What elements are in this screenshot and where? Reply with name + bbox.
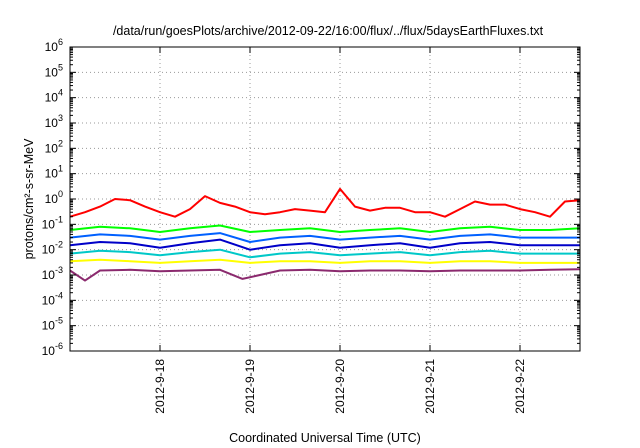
y-tick-label: 102 xyxy=(45,138,63,155)
y-tick-label: 10-3 xyxy=(42,265,63,282)
x-tick-label: 2012-9-22 xyxy=(513,359,527,414)
chart-title: /data/run/goesPlots/archive/2012-09-22/1… xyxy=(113,24,544,38)
y-tick-label: 10-2 xyxy=(42,240,63,257)
series-line-1 xyxy=(69,187,581,218)
series-line-6 xyxy=(69,258,580,264)
x-tick-label: 2012-9-18 xyxy=(153,359,167,414)
y-tick-label: 10-1 xyxy=(42,214,63,231)
y-axis-label: protons/cm²-s-sr-MeV xyxy=(22,138,36,260)
x-axis-label: Coordinated Universal Time (UTC) xyxy=(229,431,421,445)
y-tick-label: 101 xyxy=(45,164,63,181)
y-tick-label: 10-5 xyxy=(42,316,63,333)
y-tick-label: 106 xyxy=(45,37,63,54)
grid-layer xyxy=(70,47,580,351)
y-tick-label: 10-4 xyxy=(42,290,63,307)
y-tick-label: 104 xyxy=(45,88,63,105)
x-tick-label: 2012-9-19 xyxy=(243,359,257,414)
series-line-3 xyxy=(69,232,580,243)
y-tick-label: 100 xyxy=(45,189,63,206)
y-tick-label: 103 xyxy=(45,113,63,130)
series-line-7 xyxy=(69,268,581,282)
series-layer xyxy=(69,187,581,282)
y-tick-label: 105 xyxy=(45,62,63,79)
x-axis-ticks: 2012-9-18 2012-9-19 2012-9-20 2012-9-21 2012… xyxy=(153,47,527,414)
series-line-5 xyxy=(69,248,580,259)
series-line-2 xyxy=(69,224,581,233)
x-tick-label: 2012-9-21 xyxy=(423,359,437,414)
x-tick-label: 2012-9-20 xyxy=(333,359,347,414)
y-axis-ticks: 10-6 10-5 10-4 10-3 10-2 10-1 100 101 102 103 104 1… xyxy=(42,37,580,358)
y-tick-label: 10-6 xyxy=(42,341,63,358)
series-line-4 xyxy=(69,238,580,251)
